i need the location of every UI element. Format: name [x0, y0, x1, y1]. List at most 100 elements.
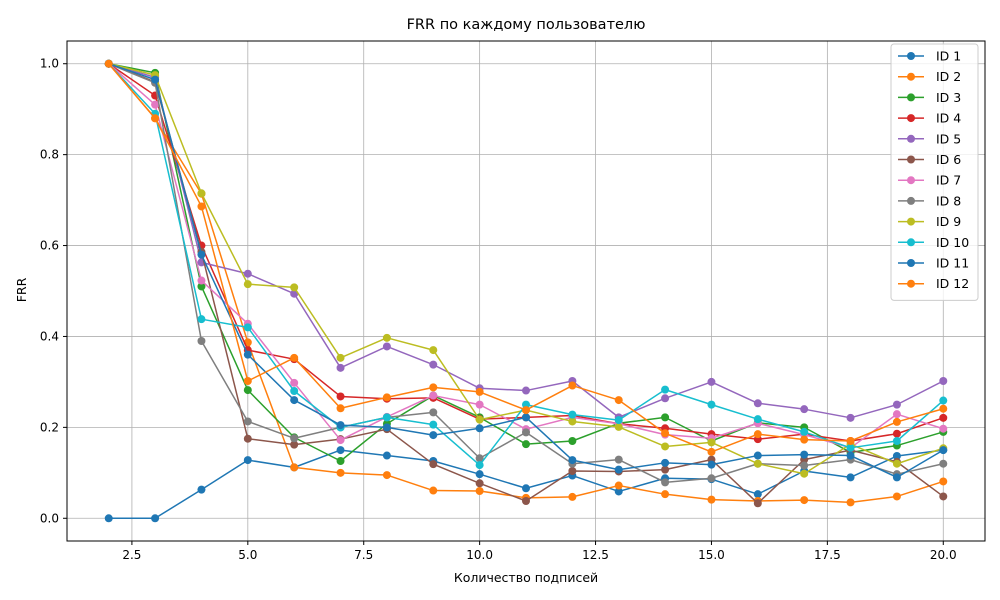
plot-frame	[66, 40, 986, 542]
data-point	[800, 435, 809, 444]
data-point	[661, 490, 670, 499]
data-point	[197, 250, 206, 259]
x-tick-label: 2.5	[122, 548, 141, 562]
x-tick-label: 20.0	[930, 548, 957, 562]
data-point	[382, 423, 391, 432]
legend-label: ID 7	[936, 173, 961, 188]
data-point	[429, 460, 438, 469]
data-point	[382, 333, 391, 342]
data-point	[382, 393, 391, 402]
series-id-5	[104, 59, 948, 422]
data-point	[800, 496, 809, 505]
data-point	[151, 114, 160, 123]
data-point	[290, 283, 299, 292]
data-point	[243, 280, 252, 289]
data-point	[939, 377, 948, 385]
x-tick-label: 12.5	[582, 548, 609, 562]
data-point	[151, 100, 160, 109]
data-point	[382, 413, 391, 422]
series-line	[108, 63, 944, 419]
data-point	[522, 413, 530, 422]
data-point	[336, 392, 345, 401]
legend-marker	[907, 279, 915, 288]
legend-label: ID 3	[936, 90, 961, 105]
data-point	[892, 459, 901, 468]
legend-label: ID 12	[936, 276, 969, 291]
data-point	[846, 451, 855, 460]
legend: ID 1 ID 2 ID 3 ID 4 ID 5 ID 6 ID 7 ID 8 ID 9 ID 1…	[890, 43, 979, 301]
legend-item: ID 6	[898, 152, 961, 167]
data-point	[475, 470, 484, 479]
data-point	[475, 461, 484, 470]
series-id-11	[104, 59, 948, 482]
legend-item: ID 9	[898, 214, 961, 229]
data-point	[614, 487, 623, 496]
legend-item: ID 8	[898, 193, 961, 208]
legend-item: ID 4	[898, 111, 961, 126]
data-point	[429, 431, 438, 440]
data-point	[151, 75, 160, 84]
data-point	[846, 413, 855, 422]
data-point	[753, 490, 762, 499]
data-point	[243, 269, 252, 278]
data-point	[614, 422, 623, 431]
data-point	[243, 350, 252, 359]
legend-marker	[907, 52, 915, 60]
y-tick-label: 0.4	[40, 329, 59, 343]
data-point	[939, 477, 948, 486]
x-tick-label: 7.5	[354, 548, 373, 562]
data-point	[522, 386, 530, 395]
legend-item: ID 7	[898, 173, 961, 188]
data-point	[429, 408, 438, 417]
data-point	[614, 465, 623, 474]
data-point	[104, 59, 113, 68]
data-point	[151, 514, 160, 523]
data-point	[104, 514, 113, 523]
x-tick-label: 10.0	[466, 548, 493, 562]
data-point	[800, 469, 809, 478]
legend-box	[890, 43, 979, 301]
data-point	[290, 434, 299, 443]
data-point	[846, 443, 855, 452]
data-point	[197, 202, 206, 211]
data-point	[661, 478, 670, 487]
data-point	[243, 417, 252, 426]
data-point	[336, 353, 345, 362]
legend-label: ID 9	[936, 214, 961, 229]
data-point	[939, 446, 948, 455]
x-tick-label: 5.0	[238, 548, 257, 562]
data-point	[846, 498, 855, 507]
data-point	[707, 495, 716, 504]
data-point	[429, 486, 438, 495]
legend-marker	[907, 238, 915, 247]
data-point	[846, 473, 855, 482]
data-point	[753, 399, 762, 408]
data-point	[429, 346, 438, 355]
data-point	[475, 479, 484, 488]
y-axis-label: FRR	[14, 277, 29, 302]
data-point	[661, 465, 670, 474]
data-point	[892, 473, 901, 482]
legend-marker	[907, 259, 915, 267]
data-point	[614, 416, 623, 425]
data-point	[336, 421, 345, 430]
series-id-1	[104, 446, 948, 523]
data-point	[522, 497, 530, 505]
data-point	[336, 468, 345, 477]
legend-label: ID 5	[936, 131, 961, 146]
data-point	[522, 428, 530, 437]
series-line	[108, 449, 944, 520]
data-point	[522, 406, 530, 415]
legend-marker	[907, 72, 915, 81]
x-tick-label: 17.5	[814, 548, 841, 562]
data-point	[568, 381, 577, 390]
data-point	[800, 450, 809, 459]
data-point	[568, 467, 577, 475]
legend-label: ID 8	[936, 193, 961, 208]
data-point	[707, 447, 716, 456]
data-point	[707, 438, 716, 447]
legend-marker	[907, 93, 915, 102]
data-point	[336, 457, 345, 465]
data-point	[707, 377, 716, 386]
